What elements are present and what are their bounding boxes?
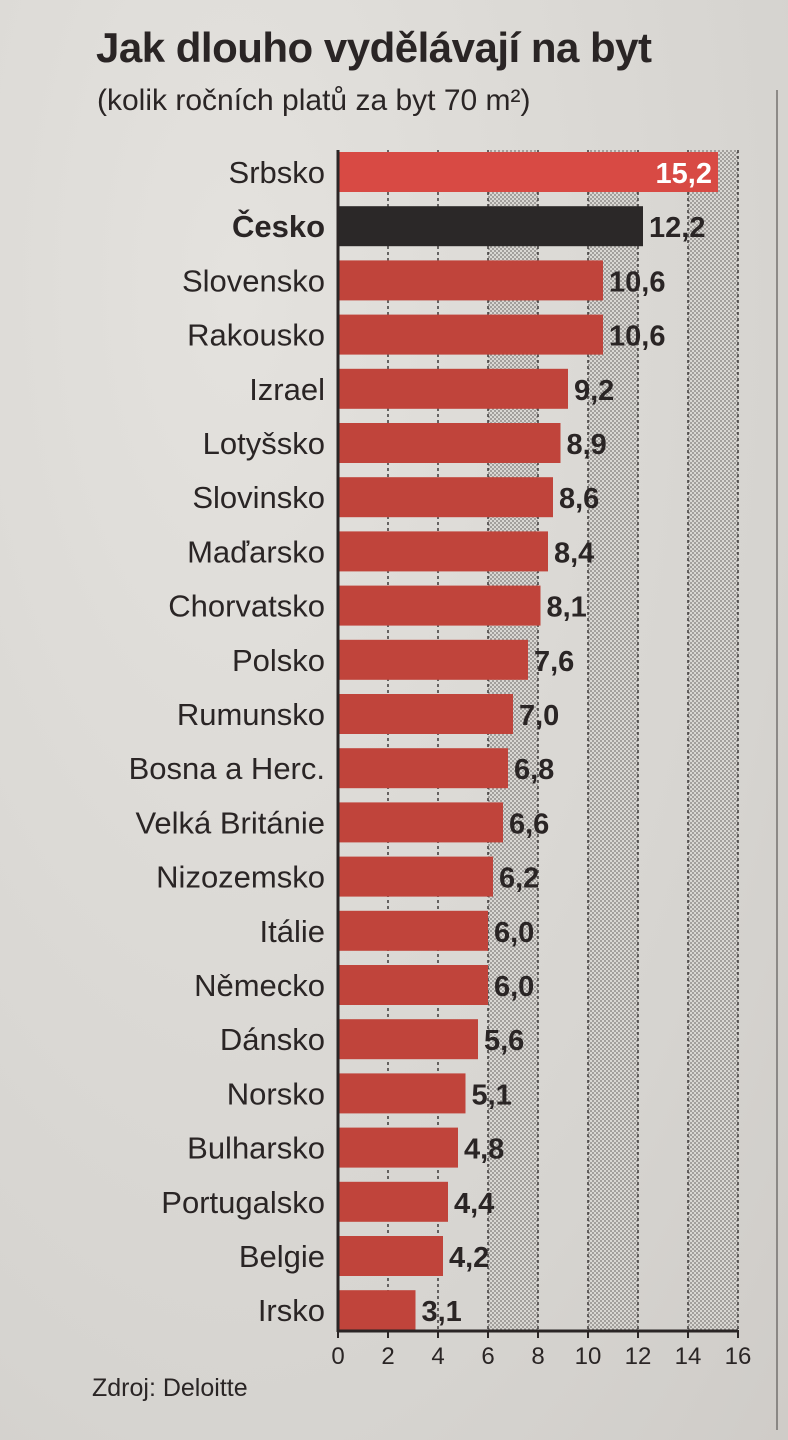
category-label: Česko: [232, 208, 325, 244]
value-label: 4,2: [449, 1242, 489, 1274]
bar: [338, 1290, 416, 1331]
bar: [338, 368, 568, 409]
bar: [338, 152, 718, 192]
bar: [338, 694, 513, 734]
bar: [338, 965, 488, 1005]
value-label: 12,2: [649, 212, 705, 244]
bar: [338, 856, 493, 897]
value-label: 5,6: [484, 1025, 524, 1057]
bar: [338, 477, 553, 518]
value-label: 6,8: [514, 754, 554, 786]
category-label: Belgie: [239, 1239, 325, 1274]
bar: [338, 748, 508, 789]
category-label: Bulharsko: [187, 1131, 325, 1166]
category-label: Irsko: [258, 1293, 325, 1328]
value-label: 6,6: [509, 808, 549, 840]
value-label: 15,2: [656, 158, 712, 190]
category-label: Německo: [194, 968, 325, 1003]
x-tick-label: 14: [675, 1343, 702, 1370]
value-label: 6,2: [499, 863, 539, 895]
bar: [338, 1019, 478, 1060]
category-label: Bosna a Herc.: [129, 751, 325, 786]
bar: [338, 639, 528, 680]
category-label: Srbsko: [229, 155, 325, 190]
category-label: Velká Británie: [135, 805, 325, 840]
category-label: Chorvatsko: [168, 589, 325, 624]
value-label: 3,1: [422, 1296, 462, 1328]
x-tick-label: 8: [531, 1343, 544, 1370]
bar: [338, 423, 561, 463]
value-label: 7,0: [519, 700, 559, 732]
bar: [338, 1236, 443, 1276]
value-label: 5,1: [472, 1079, 512, 1111]
bar: [338, 910, 488, 951]
category-label: Norsko: [227, 1076, 325, 1111]
x-tick-label: 16: [725, 1343, 752, 1370]
x-tick-label: 12: [625, 1343, 652, 1370]
value-label: 7,6: [534, 646, 574, 678]
category-label: Itálie: [260, 914, 325, 949]
bar: [338, 1181, 448, 1222]
category-label: Rumunsko: [177, 697, 325, 732]
x-tick-label: 0: [331, 1343, 344, 1370]
bar: [338, 1127, 458, 1168]
value-label: 9,2: [574, 375, 614, 407]
bar: [338, 314, 603, 355]
category-label: Polsko: [232, 643, 325, 678]
value-label: 4,8: [464, 1134, 504, 1166]
grid-band: [688, 150, 738, 1330]
chart-subtitle: (kolik ročních platů za byt 70 m²): [97, 84, 531, 117]
category-label: Slovensko: [182, 263, 325, 298]
category-label: Izrael: [249, 372, 325, 407]
category-label: Dánsko: [220, 1022, 325, 1057]
category-label: Slovinsko: [192, 480, 325, 515]
x-tick-label: 6: [481, 1343, 494, 1370]
bar: [338, 260, 603, 301]
category-label: Portugalsko: [161, 1185, 325, 1220]
value-label: 8,4: [554, 537, 594, 569]
source-note: Zdroj: Deloitte: [92, 1374, 248, 1402]
bar: [338, 206, 643, 247]
bar: [338, 1073, 466, 1114]
category-label: Lotyšsko: [203, 426, 325, 461]
value-label: 10,6: [609, 321, 665, 353]
bar: [338, 802, 503, 843]
x-tick-label: 4: [431, 1343, 444, 1370]
value-label: 8,6: [559, 483, 599, 515]
x-tick-label: 10: [575, 1343, 602, 1370]
category-label: Rakousko: [187, 318, 325, 353]
value-label: 6,0: [494, 971, 534, 1003]
chart-title: Jak dlouho vydělávají na byt: [96, 24, 652, 71]
value-label: 6,0: [494, 917, 534, 949]
page-rule: [776, 90, 778, 1430]
category-label: Nizozemsko: [156, 860, 325, 895]
value-label: 8,1: [547, 592, 587, 624]
value-label: 8,9: [567, 429, 607, 461]
value-label: 4,4: [454, 1188, 494, 1220]
x-tick-label: 2: [381, 1343, 394, 1370]
bar: [338, 531, 548, 572]
bar: [338, 585, 541, 626]
value-label: 10,6: [609, 266, 665, 298]
category-label: Maďarsko: [187, 534, 325, 569]
